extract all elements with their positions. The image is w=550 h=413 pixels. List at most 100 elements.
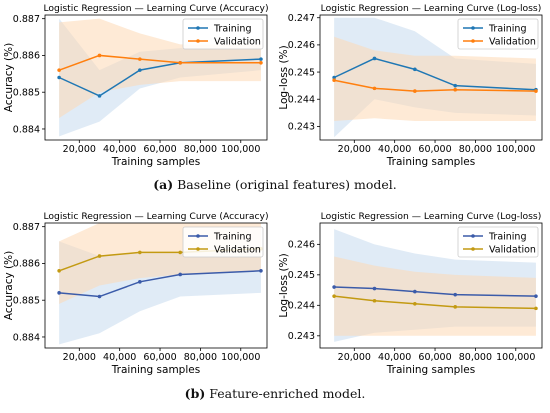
accuracy-chart-baseline: 20,000 40,000 60,000 80,000 100,000 0.884 0.88… <box>0 0 275 175</box>
x-tick-label: 20,000 <box>338 352 371 363</box>
chart-svg: 20,000 40,000 60,000 80,000 100,000 0.243 0.24… <box>278 211 543 376</box>
data-point-validation <box>97 53 102 58</box>
data-point-validation <box>259 60 263 65</box>
caption-a-text: Baseline (original features) model. <box>173 177 397 192</box>
data-point-training <box>138 68 142 72</box>
chart-title: Logistic Regression — Learning Curve (Ac… <box>43 3 268 14</box>
legend-label-validation: Validation <box>214 36 261 47</box>
y-axis-label: Log-loss (%) <box>278 45 290 109</box>
data-point-training <box>57 75 61 80</box>
y-tick-label: 0.244 <box>288 95 315 106</box>
data-point-training <box>97 94 102 98</box>
data-point-validation <box>178 60 183 65</box>
data-point-training <box>332 285 336 289</box>
data-point-validation <box>178 250 183 255</box>
plot-frame <box>319 222 543 349</box>
y-tick-label: 0.245 <box>288 270 315 281</box>
data-point-training <box>57 291 61 295</box>
accuracy-chart-enriched: 20,000 40,000 60,000 80,000 100,000 0.884 0.88… <box>0 208 275 383</box>
chart-svg: 20,000 40,000 60,000 80,000 100,000 0.243 0.24… <box>278 3 543 168</box>
x-tick-label: 80,000 <box>459 352 492 363</box>
y-tick-label: 0.885 <box>13 296 40 307</box>
y-tick-label: 0.243 <box>288 122 315 133</box>
x-tick-label: 100,000 <box>496 144 535 155</box>
y-tick-label: 0.243 <box>288 331 315 342</box>
data-point-validation <box>372 298 377 303</box>
confidence-band-validation <box>59 18 261 118</box>
x-tick-label: 40,000 <box>103 352 136 363</box>
y-tick-label: 0.245 <box>288 67 315 78</box>
data-point-training <box>97 294 102 299</box>
data-point-training <box>178 272 183 277</box>
y-tick-label: 0.887 <box>13 14 40 25</box>
legend-marker-validation <box>471 247 475 251</box>
x-tick-label: 60,000 <box>143 144 176 155</box>
data-point-validation <box>138 57 142 61</box>
data-point-validation <box>372 86 377 91</box>
data-point-validation <box>332 78 336 83</box>
x-tick-label: 40,000 <box>378 144 411 155</box>
x-tick-label: 20,000 <box>63 144 96 155</box>
x-tick-label: 80,000 <box>184 352 217 363</box>
data-point-validation <box>413 301 417 306</box>
legend-marker-training <box>471 234 475 238</box>
data-point-training <box>372 56 377 61</box>
y-tick-label: 0.886 <box>13 51 40 62</box>
data-point-training <box>138 280 142 284</box>
y-tick-label: 0.884 <box>13 124 40 135</box>
x-tick-label: 100,000 <box>221 144 260 155</box>
data-point-training <box>259 57 263 61</box>
legend-label-validation: Validation <box>214 244 261 255</box>
legend-label-training: Training <box>488 23 527 34</box>
x-tick-label: 100,000 <box>496 352 535 363</box>
y-tick-label: 0.246 <box>288 240 315 251</box>
data-point-training <box>413 289 417 294</box>
legend-marker-training <box>196 234 200 238</box>
data-point-validation <box>332 294 336 298</box>
chart-title: Logistic Regression — Learning Curve (Ac… <box>43 211 268 222</box>
legend-label-validation: Validation <box>489 36 536 47</box>
plot-frame <box>44 14 268 141</box>
legend-label-validation: Validation <box>489 244 536 255</box>
x-axis-label: Training samples <box>386 364 475 376</box>
data-point-training <box>259 268 263 273</box>
chart-svg: 20,000 40,000 60,000 80,000 100,000 0.884 0.88… <box>3 211 269 376</box>
chart-title: Logistic Regression — Learning Curve (Lo… <box>321 211 542 222</box>
data-point-training <box>453 83 458 88</box>
x-tick-label: 60,000 <box>418 144 451 155</box>
y-tick-label: 0.885 <box>13 88 40 99</box>
plot-frame <box>319 14 543 141</box>
legend-marker-training <box>196 26 200 30</box>
data-point-training <box>413 67 417 72</box>
y-axis-label: Log-loss (%) <box>278 253 290 317</box>
chart-svg: 20,000 40,000 60,000 80,000 100,000 0.884 0.88… <box>3 3 269 168</box>
data-point-validation <box>97 254 102 258</box>
y-tick-label: 0.244 <box>288 301 315 312</box>
caption-b-label: (b) <box>184 386 206 401</box>
y-tick-label: 0.886 <box>13 259 40 270</box>
data-point-validation <box>413 89 417 93</box>
caption-a-label: (a) <box>153 177 174 192</box>
caption-b-text: Feature-enriched model. <box>205 386 366 401</box>
x-tick-label: 20,000 <box>338 144 371 155</box>
data-point-training <box>453 292 458 297</box>
chart-title: Logistic Regression — Learning Curve (Lo… <box>321 3 542 14</box>
x-tick-label: 80,000 <box>184 144 217 155</box>
x-tick-label: 40,000 <box>378 352 411 363</box>
data-point-validation <box>534 306 538 311</box>
data-point-training <box>332 75 336 80</box>
legend-marker-validation <box>196 39 200 43</box>
x-axis-label: Training samples <box>111 364 200 376</box>
legend-marker-validation <box>471 39 475 43</box>
data-point-validation <box>57 68 61 72</box>
x-axis-label: Training samples <box>111 156 200 168</box>
data-point-validation <box>453 305 458 309</box>
y-axis-label: Accuracy (%) <box>3 251 15 320</box>
x-tick-label: 60,000 <box>418 352 451 363</box>
x-axis-label: Training samples <box>386 156 475 168</box>
y-axis-label: Accuracy (%) <box>3 43 15 112</box>
data-point-validation <box>534 89 538 93</box>
legend-label-training: Training <box>213 231 252 242</box>
x-tick-label: 60,000 <box>143 352 176 363</box>
data-point-validation <box>138 250 142 255</box>
